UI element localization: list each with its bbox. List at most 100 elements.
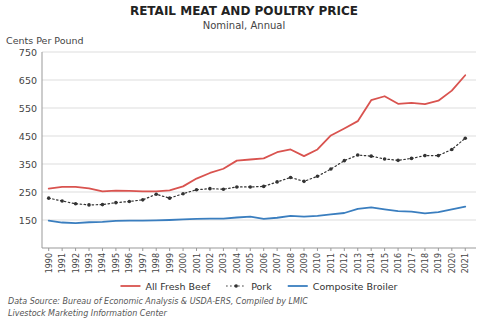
series-marker xyxy=(141,198,145,202)
x-tick-label: 2010 xyxy=(313,253,322,273)
series-marker xyxy=(275,180,279,184)
x-tick xyxy=(183,248,184,251)
x-tick xyxy=(129,248,130,251)
annotation: Livestock Marketing Information Center xyxy=(8,309,167,318)
x-tick-label: 2015 xyxy=(381,253,390,273)
legend-swatch xyxy=(120,285,140,287)
x-tick xyxy=(250,248,251,251)
series-marker xyxy=(302,180,306,184)
legend-label: Composite Broiler xyxy=(313,281,398,292)
series-marker xyxy=(60,199,64,203)
x-tick-label: 1994 xyxy=(98,253,107,273)
x-tick-label: 2005 xyxy=(246,253,255,273)
x-tick xyxy=(142,248,143,251)
legend-swatch xyxy=(288,285,308,287)
title: RETAIL MEAT AND POULTRY PRICE xyxy=(130,4,358,18)
series-marker xyxy=(463,136,467,140)
y-tick-label: 150 xyxy=(19,215,37,226)
x-tick xyxy=(209,248,210,251)
series-marker xyxy=(168,196,172,200)
y-tick-label: 250 xyxy=(19,187,37,198)
x-tick-label: 1999 xyxy=(166,253,175,273)
x-tick-label: 1993 xyxy=(85,253,94,273)
series-line xyxy=(49,75,466,191)
x-tick xyxy=(438,248,439,251)
y-tick-label: 650 xyxy=(19,75,37,86)
series-marker xyxy=(235,185,239,189)
series-marker xyxy=(396,159,400,163)
x-tick-label: 2011 xyxy=(327,253,336,273)
series-marker xyxy=(329,167,333,171)
series-marker xyxy=(74,202,78,206)
x-tick xyxy=(344,248,345,251)
x-tick-label: 2013 xyxy=(354,253,363,273)
x-tick xyxy=(357,248,358,251)
x-tick-label: 1991 xyxy=(58,253,67,273)
series-marker xyxy=(114,201,118,205)
x-tick-label: 2002 xyxy=(206,253,215,273)
x-tick-label: 1997 xyxy=(139,253,148,273)
x-tick-label: 1995 xyxy=(112,253,121,273)
series-marker xyxy=(437,154,441,158)
series-marker xyxy=(87,203,91,207)
series-marker xyxy=(383,157,387,161)
legend-label: Pork xyxy=(251,281,272,292)
grid-line xyxy=(42,52,476,53)
series-line xyxy=(49,138,466,205)
x-tick-label: 2008 xyxy=(287,253,296,273)
x-tick xyxy=(465,248,466,251)
x-tick-label: 2006 xyxy=(260,253,269,273)
x-tick xyxy=(263,248,264,251)
series-marker xyxy=(316,175,320,179)
x-tick xyxy=(451,248,452,251)
series-marker xyxy=(410,157,414,161)
series-marker xyxy=(289,176,293,180)
x-tick-label: 2003 xyxy=(219,253,228,273)
x-tick xyxy=(62,248,63,251)
series-marker xyxy=(423,154,427,158)
annotation: Data Source: Bureau of Economic Analysis… xyxy=(8,297,308,306)
x-tick-label: 2021 xyxy=(461,253,470,273)
chart: RETAIL MEAT AND POULTRY PRICENominal, An… xyxy=(0,0,488,324)
grid-line xyxy=(42,220,476,221)
x-tick xyxy=(115,248,116,251)
x-tick xyxy=(48,248,49,251)
grid-line xyxy=(42,164,476,165)
series-marker xyxy=(450,148,454,152)
series-marker xyxy=(208,187,212,191)
series-marker xyxy=(181,192,185,196)
x-tick-label: 2016 xyxy=(394,253,403,273)
grid xyxy=(42,52,476,220)
x-tick xyxy=(102,248,103,251)
series-marker xyxy=(356,153,360,157)
x-tick xyxy=(330,248,331,251)
x-axis-line xyxy=(42,248,476,249)
x-tick-label: 2014 xyxy=(367,253,376,273)
plot-area xyxy=(47,75,467,223)
x-tick-label: 2019 xyxy=(434,253,443,273)
y-tick-label: 450 xyxy=(19,131,37,142)
x-tick xyxy=(75,248,76,251)
x-tick-label: 2017 xyxy=(408,253,417,273)
x-tick xyxy=(277,248,278,251)
y-tick-label: 750 xyxy=(19,47,37,58)
x-tick xyxy=(371,248,372,251)
x-tick-label: 1996 xyxy=(125,253,134,273)
x-tick xyxy=(424,248,425,251)
grid-line xyxy=(42,80,476,81)
x-tick xyxy=(223,248,224,251)
legend-marker xyxy=(234,284,238,288)
series-marker xyxy=(47,196,51,200)
legend-item: Composite Broiler xyxy=(288,281,398,292)
x-tick xyxy=(290,248,291,251)
grid-line xyxy=(42,108,476,109)
x-tick-label: 2012 xyxy=(340,253,349,273)
x-tick-label: 1992 xyxy=(72,253,81,273)
x-tick xyxy=(304,248,305,251)
x-tick xyxy=(398,248,399,251)
x-tick-label: 2001 xyxy=(193,253,202,273)
x-tick xyxy=(236,248,237,251)
x-tick xyxy=(89,248,90,251)
series-marker xyxy=(128,200,132,204)
x-tick xyxy=(156,248,157,251)
